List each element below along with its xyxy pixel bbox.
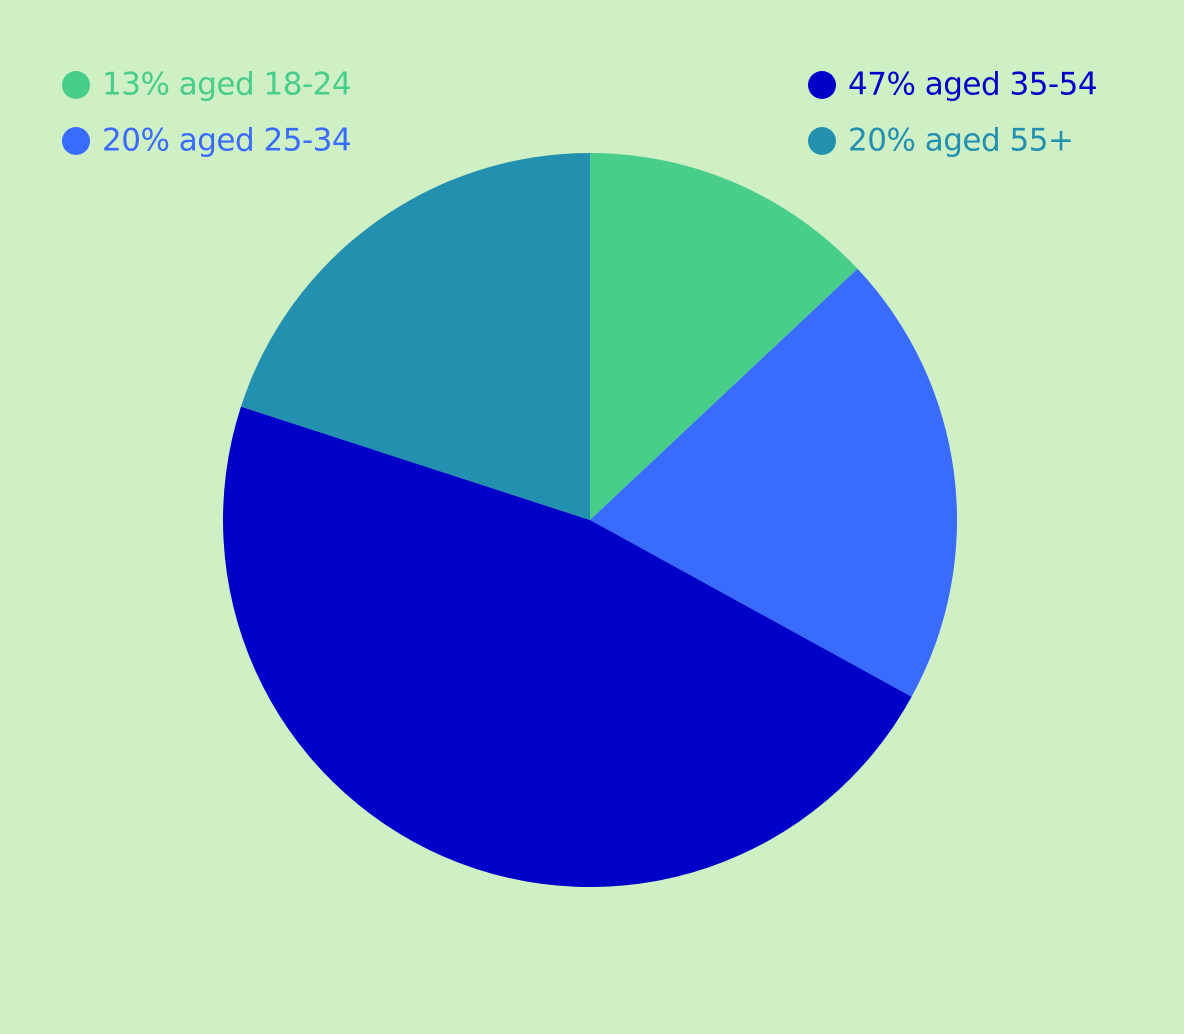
legend-marker <box>808 71 836 99</box>
pie-slice <box>240 153 590 520</box>
legend-label: 13% aged 18-24 <box>102 67 351 103</box>
legend-label: 20% aged 25-34 <box>102 123 351 159</box>
legend-marker <box>62 127 90 155</box>
legend-marker <box>808 127 836 155</box>
legend-marker <box>62 71 90 99</box>
pie-slice <box>590 268 957 697</box>
legend-label: 47% aged 35-54 <box>848 67 1097 103</box>
legend-label: 20% aged 55+ <box>848 123 1073 159</box>
pie-slice <box>590 153 858 520</box>
pie-slice <box>223 406 912 887</box>
